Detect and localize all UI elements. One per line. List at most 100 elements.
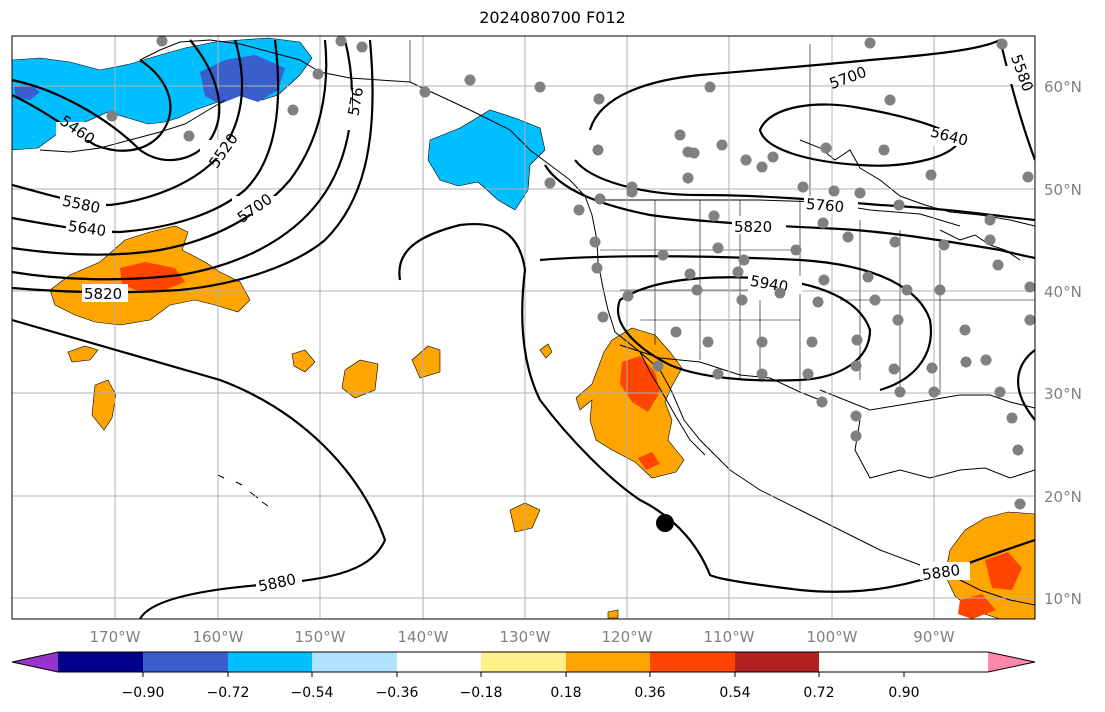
colorbar-segment — [143, 652, 228, 672]
colorbar-tick-label: −0.72 — [207, 685, 250, 701]
station-dot — [816, 396, 828, 408]
station-dot — [419, 86, 431, 98]
station-dot — [287, 104, 299, 116]
station-dot — [797, 181, 809, 193]
negative-anomaly-region — [427, 109, 546, 211]
colorbar-tick-label: 0.54 — [719, 685, 750, 701]
station-dot — [622, 290, 634, 302]
station-dot — [1006, 412, 1018, 424]
station-dot — [864, 37, 876, 49]
lon-label: 110°W — [704, 628, 755, 646]
contour-5700 — [12, 39, 328, 256]
graticule — [12, 36, 1035, 619]
longitude-labels: 170°W 160°W 150°W 140°W 130°W 120°W 110°… — [90, 628, 955, 646]
station-dot — [926, 362, 938, 374]
station-dot — [356, 41, 368, 53]
positive-anomaly-region — [291, 349, 316, 373]
station-dot — [674, 129, 686, 141]
lon-label: 100°W — [807, 628, 858, 646]
station-dot — [928, 386, 940, 398]
contour-5820-east — [544, 164, 1035, 260]
colorbar-segment — [735, 652, 819, 672]
station-dot — [842, 231, 854, 243]
contour-5760-east — [574, 159, 1035, 222]
station-dot — [901, 284, 913, 296]
colorbar-tick-label: 0.72 — [803, 685, 834, 701]
station-dot — [736, 294, 748, 306]
lat-label: 10°N — [1044, 590, 1082, 608]
station-dot — [854, 187, 866, 199]
lon-label: 150°W — [295, 628, 346, 646]
positive-anomaly-region — [607, 609, 619, 619]
station-dot — [767, 151, 779, 163]
station-dot — [994, 386, 1006, 398]
station-dot — [980, 354, 992, 366]
lon-label: 130°W — [500, 628, 551, 646]
station-dot — [888, 363, 900, 375]
colorbar-tick-label: −0.36 — [376, 685, 419, 701]
lat-label: 50°N — [1044, 181, 1082, 199]
colorbar-segment — [481, 652, 566, 672]
map-frame — [11, 35, 1036, 620]
colorbar-tick-label: −0.90 — [122, 685, 165, 701]
station-dot — [652, 360, 664, 372]
station-dot — [850, 410, 862, 422]
latitude-labels: 60°N 50°N 40°N 30°N 20°N 10°N — [1044, 78, 1082, 608]
station-dot — [684, 268, 696, 280]
station-dot — [704, 81, 716, 93]
contour-5880-main — [12, 318, 387, 619]
hurricane-marker — [656, 514, 674, 532]
station-dot — [992, 259, 1004, 271]
station-dot — [716, 139, 728, 151]
station-dot — [828, 185, 840, 197]
station-dot — [820, 142, 832, 154]
lon-label: 90°W — [913, 628, 955, 646]
colorbar-tick-label: −0.18 — [460, 685, 503, 701]
station-dot — [851, 334, 863, 346]
station-dot — [925, 169, 937, 181]
station-dot — [774, 287, 786, 299]
lat-label: 20°N — [1044, 488, 1082, 506]
station-dot — [592, 144, 604, 156]
colorbar-extend-high — [988, 652, 1035, 672]
station-dot — [738, 254, 750, 266]
positive-anomaly-region — [539, 343, 553, 359]
station-dot — [732, 266, 744, 278]
contour-5700-east — [588, 39, 1001, 131]
station-dot — [889, 236, 901, 248]
strong-positive-anomaly-region — [958, 594, 996, 619]
station-dot — [960, 356, 972, 368]
lat-label: 30°N — [1044, 385, 1082, 403]
station-dot — [850, 360, 862, 372]
station-dot — [893, 199, 905, 211]
station-dot — [312, 68, 324, 80]
colorbar — [11, 651, 1036, 677]
colorbar-tick-label: 0.18 — [550, 685, 581, 701]
hawaii-islands — [217, 474, 269, 507]
lon-label: 160°W — [193, 628, 244, 646]
station-dot — [335, 36, 347, 47]
lon-label: 120°W — [602, 628, 653, 646]
colorbar-segment — [58, 652, 143, 672]
station-dot — [869, 294, 881, 306]
colorbar-outline — [11, 651, 1036, 673]
station-dot — [818, 274, 830, 286]
station-dot — [802, 368, 814, 380]
lon-label: 140°W — [398, 628, 449, 646]
lat-label: 60°N — [1044, 78, 1082, 96]
station-dot — [657, 249, 669, 261]
station-dot — [708, 210, 720, 222]
contour-5880-pacific — [398, 223, 1035, 593]
colorbar-segment — [650, 652, 735, 672]
yucatan-coast — [854, 419, 1035, 479]
station-dot — [1024, 314, 1035, 326]
gulf-coast — [819, 389, 1035, 411]
contour-5520 — [12, 39, 221, 162]
baja-peninsula — [639, 351, 706, 456]
station-dot — [593, 93, 605, 105]
contour-label: 5760 — [805, 195, 845, 216]
station-dot — [806, 336, 818, 348]
station-dot — [862, 271, 874, 283]
station-dot — [688, 147, 700, 159]
